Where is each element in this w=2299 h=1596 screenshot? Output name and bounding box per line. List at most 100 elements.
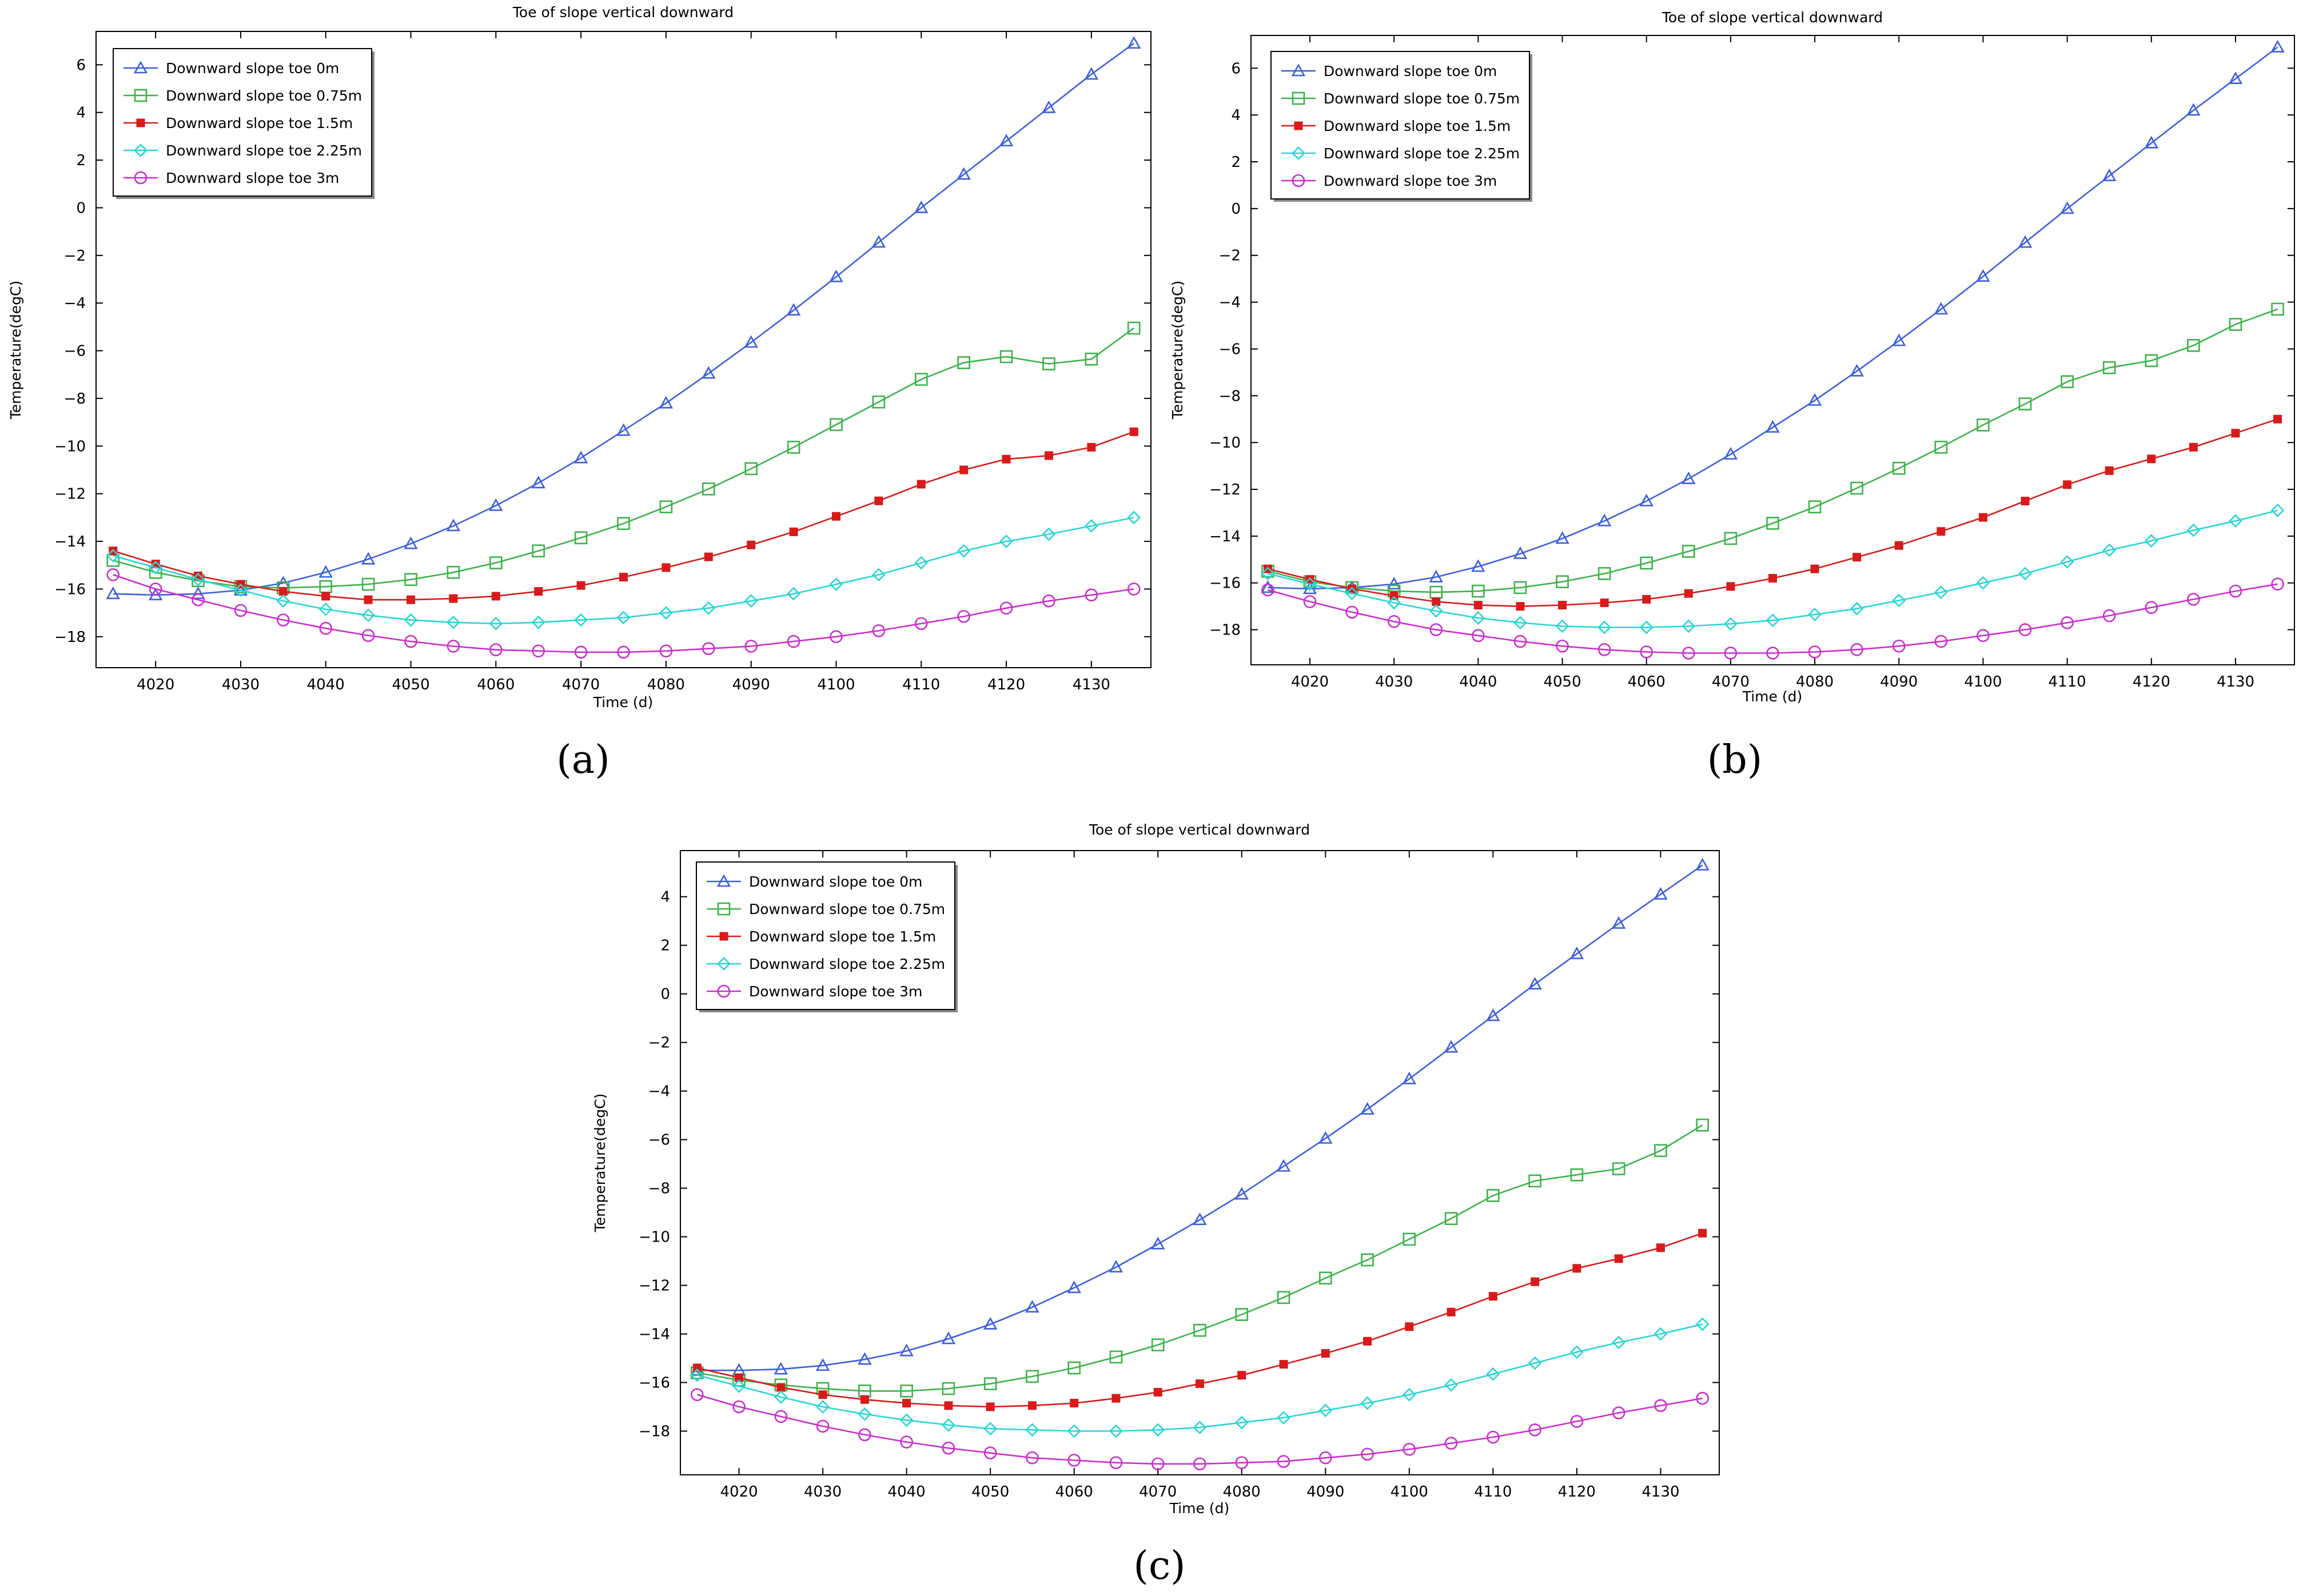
data-point: [276, 594, 290, 608]
series-4: [691, 1388, 1709, 1471]
x-tick-label: 4070: [562, 676, 600, 693]
legend-label: Downward slope toe 0.75m: [749, 901, 945, 917]
legend-label: Downward slope toe 0.75m: [166, 87, 362, 104]
legend-marker: [134, 171, 148, 185]
y-tick-label: −4: [1219, 294, 1241, 312]
data-point: [1234, 1415, 1249, 1430]
data-point: [983, 1377, 997, 1390]
data-point: [277, 613, 290, 627]
data-point: [2270, 39, 2285, 53]
data-point: [829, 269, 843, 282]
data-point: [1850, 601, 1864, 616]
data-point: [361, 629, 375, 643]
data-point: [732, 1379, 746, 1393]
legend-label: Downward slope toe 3m: [166, 170, 339, 186]
data-point: [1892, 333, 1906, 346]
data-point: [1360, 1102, 1374, 1115]
data-point: [318, 603, 333, 616]
legend-label: Downward slope toe 0m: [1324, 63, 1497, 79]
series-line: [697, 1124, 1703, 1392]
data-point: [1698, 1228, 1707, 1238]
data-point: [914, 373, 928, 386]
data-point: [1556, 575, 1569, 589]
data-point: [361, 552, 376, 565]
data-point: [704, 552, 713, 561]
y-tick-label: 6: [76, 57, 86, 74]
data-point: [1486, 1367, 1500, 1381]
data-point: [2231, 429, 2240, 438]
data-point: [1808, 645, 1822, 659]
legend-marker: [1294, 121, 1303, 130]
data-point: [1528, 977, 1542, 989]
x-axis-label: Time (d): [1742, 688, 1803, 705]
data-point: [1111, 1394, 1121, 1403]
x-tick-label: 4030: [1375, 673, 1413, 691]
data-point: [1389, 591, 1398, 600]
data-point: [1087, 442, 1096, 452]
x-tick-label: 4110: [1474, 1483, 1512, 1501]
data-point: [1084, 67, 1099, 80]
data-point: [1044, 451, 1053, 460]
data-point: [1345, 605, 1358, 619]
x-tick-label: 4090: [732, 676, 770, 693]
y-tick-label: −6: [1219, 341, 1241, 358]
data-point: [1321, 1349, 1330, 1358]
data-point: [106, 568, 120, 581]
data-point: [531, 476, 545, 489]
y-tick-label: 2: [1231, 154, 1241, 171]
data-point: [1977, 418, 1990, 432]
data-point: [1151, 1423, 1165, 1437]
data-point: [1656, 1243, 1665, 1252]
chart-a: Toe of slope vertical downward Time (d) Te…: [7, 4, 1152, 711]
data-point: [1279, 1360, 1288, 1369]
y-tick-label: 4: [660, 889, 670, 906]
data-point: [1129, 427, 1138, 436]
data-point: [449, 594, 458, 603]
data-point: [361, 608, 375, 623]
data-point: [1025, 1423, 1039, 1437]
data-point: [914, 556, 929, 570]
data-point: [1345, 586, 1359, 601]
y-tick-label: −12: [54, 486, 86, 503]
data-point: [617, 645, 630, 659]
data-point: [858, 1407, 872, 1421]
data-point: [1261, 583, 1274, 597]
data-point: [702, 366, 716, 379]
data-point: [1513, 581, 1527, 594]
data-point: [1726, 582, 1735, 591]
data-point: [2186, 523, 2201, 537]
data-point: [2063, 480, 2072, 489]
data-point: [1654, 1399, 1667, 1413]
data-point: [1473, 601, 1483, 610]
y-axis-label: Temperature(degC): [592, 1094, 608, 1232]
data-point: [1766, 613, 1780, 628]
x-tick-label: 4050: [1543, 673, 1581, 691]
data-point: [957, 544, 971, 558]
data-point: [1558, 601, 1567, 610]
data-point: [1892, 639, 1906, 653]
data-point: [1682, 619, 1696, 633]
x-tick-label: 4060: [1055, 1483, 1093, 1501]
y-tick-label: −12: [639, 1278, 670, 1295]
data-point: [1109, 1260, 1123, 1273]
data-point: [957, 356, 970, 369]
legend-marker: [136, 118, 145, 127]
data-point: [1850, 643, 1863, 656]
data-point: [364, 595, 373, 604]
data-point: [2102, 361, 2116, 374]
data-point: [874, 496, 883, 505]
data-point: [2060, 201, 2074, 214]
data-point: [1067, 1454, 1081, 1467]
y-tick-label: −18: [54, 629, 86, 646]
data-point: [1387, 615, 1401, 628]
data-point: [702, 482, 715, 496]
y-tick-label: −10: [639, 1229, 670, 1246]
data-point: [319, 621, 333, 635]
data-point: [999, 534, 1013, 548]
data-point: [1639, 620, 1653, 635]
data-point: [1193, 1212, 1207, 1226]
data-point: [489, 617, 503, 631]
legend-label: Downward slope toe 1.5m: [1324, 118, 1511, 134]
data-point: [576, 581, 585, 590]
data-point: [234, 583, 248, 597]
